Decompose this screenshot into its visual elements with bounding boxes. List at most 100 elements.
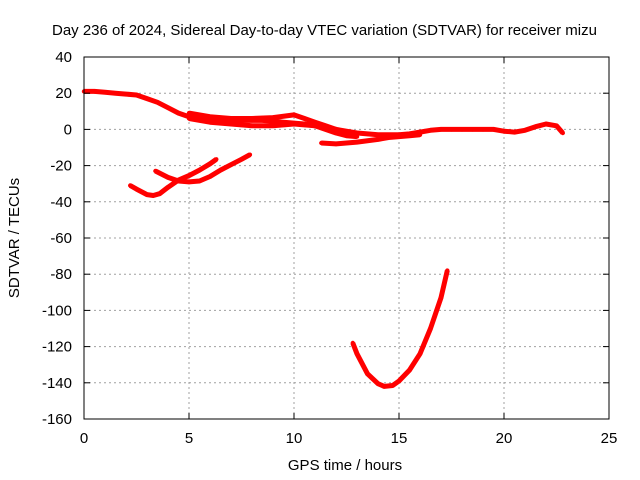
data-point [144, 192, 150, 197]
series-line-trace-7 [350, 270, 450, 389]
data-point [407, 133, 412, 138]
data-point [438, 295, 444, 300]
data-point [197, 178, 202, 184]
data-point [134, 92, 139, 98]
y-axis-label: SDTVAR / TECUs [6, 178, 23, 298]
data-point [302, 116, 307, 121]
data-point [157, 191, 162, 196]
data-point [354, 134, 360, 139]
data-point [470, 127, 475, 132]
data-point [270, 119, 276, 124]
data-point [207, 174, 213, 179]
x-tick-label: 10 [286, 430, 303, 447]
y-tick-label: -160 [42, 411, 72, 428]
data-point [102, 90, 108, 95]
data-point [123, 91, 129, 97]
data-point [270, 115, 276, 120]
data-point [176, 110, 181, 116]
data-point [239, 157, 244, 162]
data-point [186, 110, 192, 116]
data-point [480, 127, 486, 132]
data-point [438, 127, 444, 132]
data-point [197, 167, 202, 173]
y-tick-label: -40 [50, 194, 72, 211]
data-point [365, 371, 370, 376]
data-point [560, 130, 565, 136]
chart-title: Day 236 of 2024, Sidereal Day-to-day VTE… [52, 22, 597, 39]
data-point [344, 129, 349, 134]
series-group [81, 88, 565, 389]
data-point [228, 121, 234, 127]
data-point [228, 162, 234, 167]
x-tick-label: 0 [80, 430, 88, 447]
data-point [501, 129, 507, 134]
x-tick-label: 25 [601, 430, 618, 447]
series-line-trace-2 [188, 110, 337, 132]
data-point [375, 132, 381, 137]
data-point [165, 175, 171, 180]
data-point [390, 383, 395, 388]
data-point [319, 140, 324, 146]
data-point [228, 116, 234, 121]
x-axis: 0 5 10 15 20 25 [80, 57, 618, 447]
data-point [134, 186, 139, 192]
data-point [312, 123, 318, 128]
data-point [249, 116, 255, 121]
y-axis: 40 20 0 -20 -40 -60 -80 -100 -120 -140 -160 [42, 49, 609, 428]
y-tick-label: 20 [55, 85, 72, 102]
data-point [407, 367, 412, 373]
data-point [333, 141, 339, 147]
data-point [207, 120, 213, 125]
grid [84, 57, 609, 419]
data-point [333, 130, 339, 136]
data-point [554, 123, 559, 128]
data-point [165, 185, 171, 190]
y-tick-label: 0 [64, 121, 72, 138]
data-point [153, 168, 158, 174]
series-line-trace-6 [154, 152, 252, 185]
y-tick-label: -100 [42, 302, 72, 319]
y-tick-label: -20 [50, 158, 72, 175]
data-point [396, 378, 402, 384]
data-point [186, 116, 192, 121]
data-point [459, 127, 465, 132]
x-tick-label: 20 [496, 430, 513, 447]
data-point [354, 139, 360, 145]
data-point [218, 167, 223, 173]
data-point [247, 152, 253, 157]
data-point [249, 123, 255, 128]
data-point [522, 128, 528, 133]
data-point [386, 135, 391, 140]
data-point [155, 100, 160, 105]
data-point [151, 193, 156, 198]
data-point [449, 127, 454, 132]
data-point [543, 121, 549, 127]
data-point [144, 96, 150, 101]
data-point [176, 178, 181, 184]
data-point [270, 123, 276, 128]
data-point [165, 105, 171, 110]
data-point [291, 121, 297, 127]
data-point [186, 173, 192, 178]
data-point [417, 132, 423, 137]
data-point [533, 124, 538, 129]
data-point [445, 268, 450, 273]
data-point [491, 127, 496, 132]
data-point [428, 326, 433, 331]
data-point [207, 114, 213, 119]
data-point [382, 384, 387, 389]
data-point [214, 157, 219, 162]
data-point [375, 381, 381, 386]
x-axis-label: GPS time / hours [288, 457, 402, 474]
data-point [375, 137, 381, 142]
x-tick-label: 15 [391, 430, 408, 447]
data-point [186, 179, 192, 185]
y-tick-label: -80 [50, 266, 72, 283]
y-tick-label: 40 [55, 49, 72, 66]
data-point [323, 127, 328, 132]
data-point [291, 112, 297, 118]
data-point [354, 351, 360, 356]
data-point [350, 340, 355, 346]
data-point [344, 133, 349, 138]
